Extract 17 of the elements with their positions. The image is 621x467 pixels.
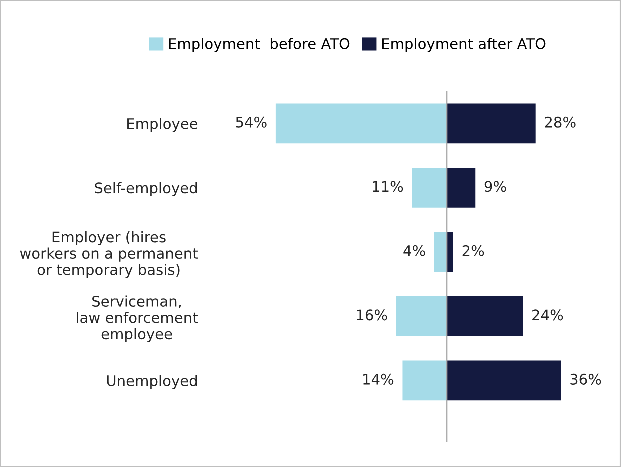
data-label: 24% [532,310,564,321]
y-tick-label: Serviceman, law enforcement employee [77,296,198,342]
data-label: 36% [570,374,602,385]
legend-label: Employment after ATO [382,38,546,52]
data-label: 16% [357,310,388,321]
y-tick-label: Self-employed [95,182,197,197]
data-label: 4% [404,245,426,256]
data-label: 28% [545,116,576,128]
data-label: 11% [373,181,404,192]
y-tick-label: Employer (hires workers on a permanent or temporary basis) [20,231,198,278]
data-label: 2% [462,245,484,256]
y-tick-label: Unemployed [107,375,198,390]
data-label: 54% [236,116,267,128]
legend-label: Employment before ATO [169,38,350,52]
y-tick-label: Employee [128,118,198,132]
data-label: 9% [484,181,506,192]
data-label: 14% [364,374,394,385]
